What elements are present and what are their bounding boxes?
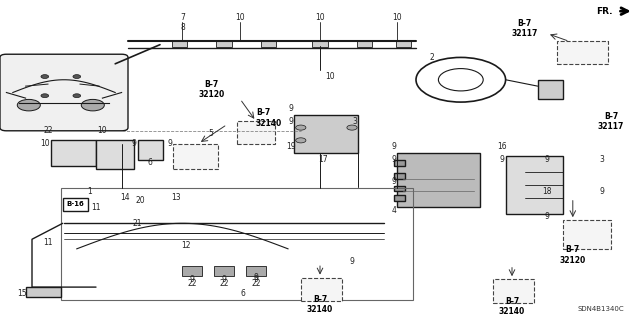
Text: 13: 13	[171, 193, 181, 202]
Text: 9: 9	[599, 187, 604, 196]
FancyBboxPatch shape	[394, 160, 405, 166]
FancyBboxPatch shape	[493, 279, 534, 303]
Text: 🚗: 🚗	[56, 80, 72, 105]
Text: 10: 10	[40, 139, 50, 148]
FancyBboxPatch shape	[394, 195, 405, 201]
Text: SDN4B1340C: SDN4B1340C	[577, 307, 624, 312]
Circle shape	[73, 94, 81, 98]
FancyBboxPatch shape	[357, 41, 372, 47]
FancyBboxPatch shape	[396, 41, 411, 47]
FancyBboxPatch shape	[301, 278, 342, 301]
Text: B-7
32117: B-7 32117	[511, 19, 538, 38]
Text: B-7
32140: B-7 32140	[256, 108, 282, 128]
Circle shape	[81, 100, 104, 111]
Text: 20: 20	[136, 197, 146, 205]
Circle shape	[17, 100, 40, 111]
Circle shape	[41, 75, 49, 78]
Text: 16: 16	[497, 142, 508, 151]
FancyBboxPatch shape	[51, 140, 96, 166]
Text: 9: 9	[189, 275, 195, 284]
Text: 3: 3	[353, 117, 358, 126]
FancyBboxPatch shape	[237, 121, 275, 144]
FancyBboxPatch shape	[294, 115, 358, 153]
FancyBboxPatch shape	[138, 140, 163, 160]
FancyBboxPatch shape	[172, 41, 187, 47]
FancyBboxPatch shape	[394, 186, 405, 191]
Text: 9: 9	[500, 155, 505, 164]
Text: 8: 8	[180, 23, 185, 32]
Text: 9: 9	[391, 155, 396, 164]
Text: 2: 2	[429, 53, 435, 62]
Text: B-7
32140: B-7 32140	[307, 295, 333, 314]
Text: 9: 9	[545, 212, 550, 221]
Text: 1: 1	[87, 187, 92, 196]
Text: 22: 22	[252, 279, 260, 288]
Text: 11: 11	[44, 238, 52, 247]
FancyBboxPatch shape	[182, 266, 202, 276]
Text: 6: 6	[241, 289, 246, 298]
Text: 6: 6	[148, 158, 153, 167]
FancyBboxPatch shape	[26, 287, 61, 297]
Text: 10: 10	[392, 13, 402, 22]
FancyBboxPatch shape	[312, 41, 328, 47]
Text: 15: 15	[17, 289, 28, 298]
Circle shape	[41, 94, 49, 98]
Text: 22: 22	[220, 279, 228, 288]
Text: 7: 7	[180, 13, 185, 22]
FancyBboxPatch shape	[557, 41, 608, 64]
Text: 10: 10	[315, 13, 325, 22]
Text: B-7
32120: B-7 32120	[198, 80, 225, 99]
Text: B-16: B-16	[67, 201, 84, 207]
Text: 9: 9	[289, 117, 294, 126]
Circle shape	[296, 125, 306, 130]
Text: 3: 3	[599, 155, 604, 164]
FancyBboxPatch shape	[538, 80, 563, 99]
Text: 10: 10	[97, 126, 108, 135]
Text: 9: 9	[391, 142, 396, 151]
Circle shape	[73, 75, 81, 78]
Text: 9: 9	[221, 275, 227, 284]
Text: 22: 22	[44, 126, 52, 135]
FancyBboxPatch shape	[0, 54, 128, 131]
FancyBboxPatch shape	[246, 266, 266, 276]
Text: 9: 9	[253, 275, 259, 284]
FancyBboxPatch shape	[173, 144, 218, 169]
Text: 10: 10	[235, 13, 245, 22]
Text: 10: 10	[324, 72, 335, 81]
Text: B-7
32117: B-7 32117	[598, 112, 625, 131]
FancyBboxPatch shape	[563, 220, 611, 249]
Circle shape	[347, 125, 357, 130]
Text: 4: 4	[391, 206, 396, 215]
FancyBboxPatch shape	[397, 153, 480, 207]
Text: 22: 22	[188, 279, 196, 288]
Text: 9: 9	[391, 177, 396, 186]
Text: 5: 5	[209, 130, 214, 138]
Text: 21: 21	[133, 219, 142, 228]
Text: 9: 9	[167, 139, 172, 148]
FancyBboxPatch shape	[96, 140, 134, 169]
Text: 14: 14	[120, 193, 130, 202]
Text: FR.: FR.	[596, 7, 612, 16]
Text: 19: 19	[286, 142, 296, 151]
Text: 17: 17	[318, 155, 328, 164]
FancyBboxPatch shape	[216, 41, 232, 47]
FancyBboxPatch shape	[63, 198, 88, 211]
FancyBboxPatch shape	[394, 173, 405, 179]
Text: 9: 9	[545, 155, 550, 164]
Text: 18: 18	[543, 187, 552, 196]
Text: B-7
32120: B-7 32120	[559, 246, 586, 265]
Text: 12: 12	[181, 241, 190, 250]
Text: 11: 11	[92, 203, 100, 212]
Text: 9: 9	[349, 257, 355, 266]
FancyBboxPatch shape	[214, 266, 234, 276]
Text: B-7
32140: B-7 32140	[499, 297, 525, 316]
Text: 9: 9	[132, 139, 137, 148]
FancyBboxPatch shape	[506, 156, 563, 214]
Circle shape	[296, 138, 306, 143]
Text: 9: 9	[289, 104, 294, 113]
FancyBboxPatch shape	[261, 41, 276, 47]
Text: 9: 9	[253, 273, 259, 282]
